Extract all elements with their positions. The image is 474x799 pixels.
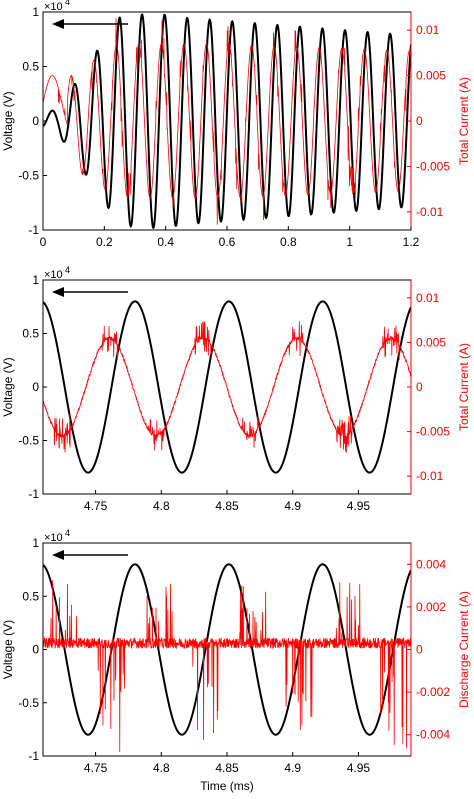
y-right-tick-label: 0.005 [416, 335, 446, 349]
y-right-tick-label: 0.002 [416, 600, 446, 614]
y-left-exponent-power: 4 [65, 528, 70, 538]
series-voltage-line [43, 563, 411, 736]
y-left-tick-label: -1 [28, 487, 39, 501]
y-right-tick-label: -0.005 [416, 425, 450, 439]
x-tick-label: 0.2 [96, 235, 113, 249]
x-tick-label: 4.8 [153, 499, 170, 513]
y-left-tick-label: 0 [32, 643, 39, 657]
x-tick-label: 4.95 [347, 761, 371, 775]
x-tick-label: 4.8 [153, 761, 170, 775]
y-right-axis-label: Discharge Current (A) [457, 591, 471, 708]
x-axis-label: Time (ms) [200, 779, 254, 793]
y-left-axis-label: Voltage (V) [1, 620, 15, 679]
x-tick-label: 4.9 [284, 499, 301, 513]
y-right-axis-label: Total Current (A) [457, 77, 471, 165]
x-tick-label: 0.8 [280, 235, 297, 249]
plot-area [43, 300, 411, 474]
x-tick-label: 0 [40, 235, 47, 249]
y-right-tick-label: 0 [416, 114, 423, 128]
x-tick-label: 0.4 [157, 235, 174, 249]
chart-panel-3: 4.75 4.8 4.85 4.9 4.95 -1 -0.5 0 0.5 1 -0.004 -0.00… [1, 528, 471, 793]
series-discharge-current-line [43, 579, 411, 752]
y-left-tick-label: 0.5 [22, 589, 39, 603]
y-right-tick-label: -0.01 [416, 469, 444, 483]
series-voltage-line [43, 13, 411, 230]
series-total-current-line [43, 18, 411, 225]
y-left-axis-label: Voltage (V) [1, 357, 15, 416]
x-tick-label: 4.75 [84, 761, 108, 775]
y-left-tick-label: 0 [32, 114, 39, 128]
y-left-tick-label: -1 [28, 223, 39, 237]
chart-panel-1: 0 0.2 0.4 0.6 0.8 1 1.2 -1 -0.5 0 0.5 1 -0.01 -0.005 0… [1, 0, 471, 249]
x-tick-label: 4.9 [284, 761, 301, 775]
x-tick-label: 4.95 [347, 499, 371, 513]
y-left-tick-label: -0.5 [18, 696, 39, 710]
y-right-tick-label: -0.005 [416, 159, 450, 173]
series-voltage-line [43, 300, 411, 474]
annotation-arrow-head [52, 550, 64, 560]
y-left-axis-label: Voltage (V) [1, 91, 15, 150]
y-left-tick-label: 0 [32, 380, 39, 394]
series-total-current-line [43, 321, 411, 453]
y-right-axis-label: Total Current (A) [457, 343, 471, 431]
plot-area [43, 563, 411, 752]
x-tick-label: 4.75 [84, 499, 108, 513]
annotation-arrow-head [52, 287, 64, 297]
y-left-exponent: ×10 [44, 269, 63, 281]
x-tick-label: 1 [346, 235, 353, 249]
y-left-exponent-power: 4 [65, 265, 70, 275]
annotation-arrow-head [52, 19, 64, 29]
plot-area [43, 13, 411, 230]
y-right-tick-label: 0.01 [416, 291, 440, 305]
x-tick-label: 1.2 [403, 235, 420, 249]
y-left-tick-label: 0.5 [22, 60, 39, 74]
y-left-tick-label: -0.5 [18, 434, 39, 448]
chart-panel-2: 4.75 4.8 4.85 4.9 4.95 -1 -0.5 0 0.5 1 -0.01 -0.005… [1, 265, 471, 513]
y-left-tick-label: 1 [32, 273, 39, 287]
y-left-tick-label: 1 [32, 536, 39, 550]
y-right-tick-label: 0.005 [416, 69, 446, 83]
y-right-tick-label: 0.004 [416, 557, 446, 571]
y-right-tick-label: 0 [416, 380, 423, 394]
y-left-tick-label: 1 [32, 5, 39, 19]
x-tick-label: 4.85 [215, 499, 239, 513]
x-tick-label: 0.6 [219, 235, 236, 249]
y-left-tick-label: 0.5 [22, 327, 39, 341]
y-right-tick-label: -0.004 [416, 728, 450, 742]
y-right-tick-label: 0.01 [416, 23, 440, 37]
x-tick-label: 4.85 [215, 761, 239, 775]
y-left-exponent: ×10 [44, 1, 63, 13]
y-left-exponent-power: 4 [65, 0, 70, 7]
y-left-tick-label: -1 [28, 749, 39, 763]
y-left-tick-label: -0.5 [18, 169, 39, 183]
y-left-exponent: ×10 [44, 532, 63, 544]
y-right-tick-label: 0 [416, 643, 423, 657]
y-right-tick-label: -0.002 [416, 685, 450, 699]
y-right-tick-label: -0.01 [416, 205, 444, 219]
